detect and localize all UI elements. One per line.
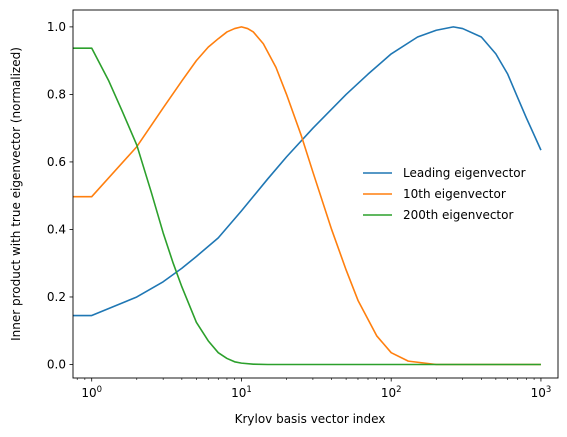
legend-item-leading: Leading eigenvector (363, 166, 526, 180)
legend-label-200th: 200th eigenvector (403, 208, 513, 222)
x-tick-label: 102 (381, 385, 402, 400)
y-tick-label: 0.6 (47, 155, 66, 169)
y-tick-label: 0.0 (47, 357, 66, 371)
legend-label-leading: Leading eigenvector (403, 166, 526, 180)
legend-item-10th: 10th eigenvector (363, 187, 506, 201)
legend: Leading eigenvector 10th eigenvector 200… (363, 166, 526, 222)
x-axis-label: Krylov basis vector index (235, 412, 386, 426)
plot-frame (72, 9, 559, 379)
series-line-2 (73, 47, 541, 366)
x-tick-label: 101 (231, 385, 252, 400)
legend-label-10th: 10th eigenvector (403, 187, 506, 201)
x-tick-label: 103 (531, 385, 552, 400)
x-tick-label: 100 (81, 385, 102, 400)
y-tick-label: 1.0 (47, 20, 66, 34)
legend-item-200th: 200th eigenvector (363, 208, 513, 222)
series-line-0 (73, 26, 542, 317)
y-axis-label: Inner product with true eigenvector (nor… (9, 47, 23, 341)
y-tick-label: 0.2 (47, 290, 66, 304)
y-tick-label: 0.8 (47, 87, 66, 101)
series-line-1 (73, 26, 541, 366)
series-layer (73, 26, 542, 366)
y-ticks: 0.0 0.2 0.4 0.6 0.8 1.0 (47, 20, 73, 371)
y-tick-label: 0.4 (47, 222, 66, 236)
x-ticks: 100 101 102 103 (76, 378, 552, 400)
